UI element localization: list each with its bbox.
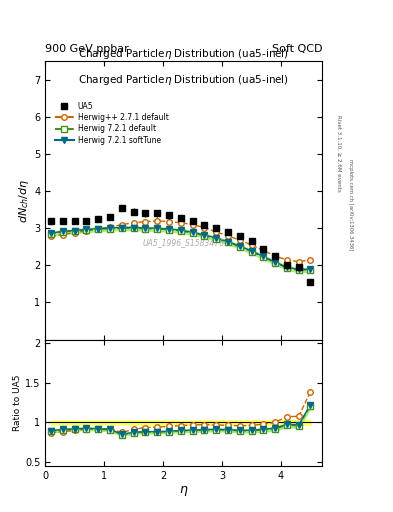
Text: Soft QCD: Soft QCD: [272, 44, 322, 54]
Text: UA5_1996_S1583476: UA5_1996_S1583476: [143, 238, 225, 247]
X-axis label: $\eta$: $\eta$: [179, 483, 189, 498]
Text: mcplots.cern.ch [arXiv:1306.3436]: mcplots.cern.ch [arXiv:1306.3436]: [348, 159, 353, 250]
Title: Charged Particle$\eta$ Distribution (ua5-inel): Charged Particle$\eta$ Distribution (ua5…: [78, 47, 289, 61]
Text: Rivet 3.1.10, ≥ 2.6M events: Rivet 3.1.10, ≥ 2.6M events: [336, 115, 341, 192]
Y-axis label: $dN_{ch}/d\eta$: $dN_{ch}/d\eta$: [17, 178, 31, 223]
Y-axis label: Ratio to UA5: Ratio to UA5: [13, 374, 22, 431]
Legend: UA5, Herwig++ 2.7.1 default, Herwig 7.2.1 default, Herwig 7.2.1 softTune: UA5, Herwig++ 2.7.1 default, Herwig 7.2.…: [52, 99, 172, 147]
Text: 900 GeV ppbar: 900 GeV ppbar: [45, 44, 129, 54]
Text: Charged Particle$\eta$ Distribution $\mathsf{(ua5\text{-}inel)}$: Charged Particle$\eta$ Distribution $\ma…: [78, 73, 289, 87]
